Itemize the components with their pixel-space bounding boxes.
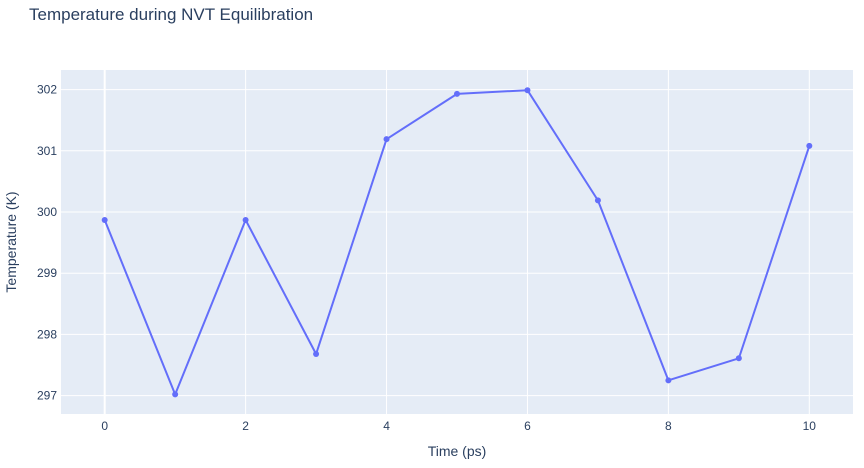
x-axis-label: Time (ps) — [428, 443, 487, 459]
x-tick-label: 10 — [803, 419, 817, 433]
y-tick-label: 297 — [37, 389, 57, 403]
tick-labels: 0 2 4 6 8 10 297 298 299 300 301 302 — [37, 83, 816, 433]
series-layer — [101, 87, 813, 398]
x-tick-label: 6 — [524, 419, 531, 433]
x-tick-label: 4 — [383, 419, 390, 433]
chart-title: Temperature during NVT Equilibration — [29, 5, 313, 24]
data-point — [242, 216, 249, 223]
data-point — [313, 351, 320, 358]
grid-lines — [61, 70, 853, 414]
data-point — [665, 377, 672, 384]
x-tick-label: 8 — [665, 419, 672, 433]
x-tick-label: 0 — [101, 419, 108, 433]
plot-area — [61, 70, 853, 414]
data-point — [735, 355, 742, 362]
data-point — [172, 391, 179, 398]
y-tick-label: 300 — [37, 205, 57, 219]
x-tick-label: 2 — [242, 419, 249, 433]
data-point — [383, 136, 390, 143]
data-point — [594, 197, 601, 204]
data-point — [806, 142, 813, 149]
y-tick-label: 299 — [37, 266, 57, 280]
data-point — [101, 216, 108, 223]
data-point — [454, 90, 460, 97]
data-point — [524, 87, 531, 94]
y-tick-label: 302 — [37, 83, 57, 97]
y-tick-label: 301 — [37, 144, 57, 158]
y-tick-label: 298 — [37, 327, 57, 341]
y-axis-label: Temperature (K) — [3, 191, 19, 292]
